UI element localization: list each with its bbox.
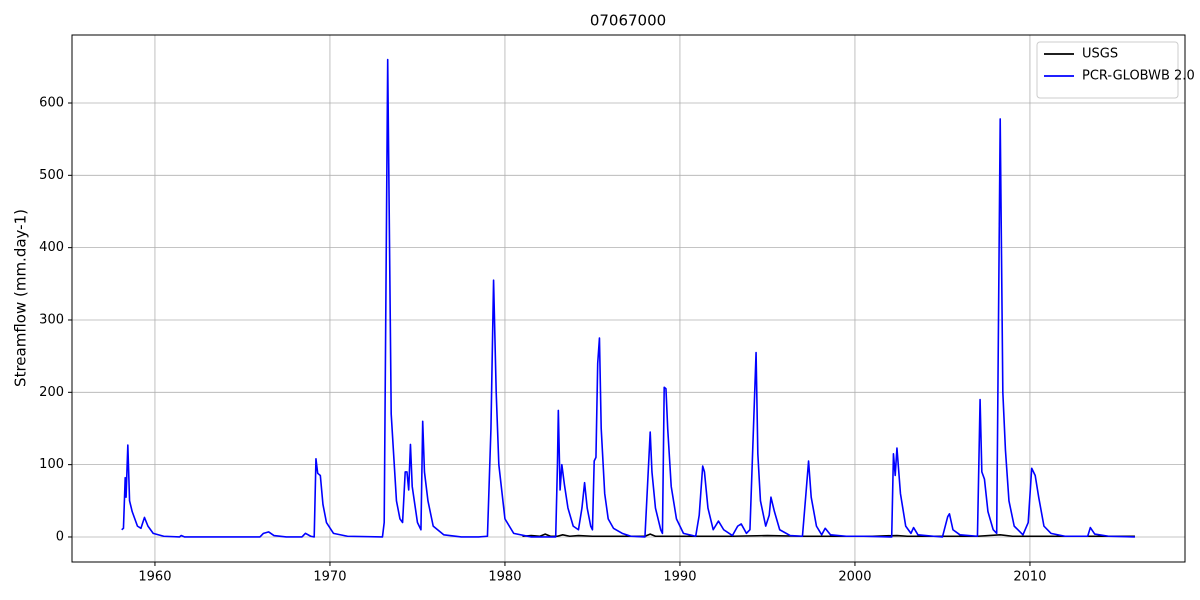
y-tick-label: 100 [39,457,64,472]
x-tick-label: 1970 [313,570,346,585]
legend-label: USGS [1082,47,1118,62]
legend-box [1036,41,1179,99]
series-line [522,533,1135,538]
y-axis-label: Streamflow (mm.day-1) [12,209,30,387]
x-tick-label: 2000 [838,570,871,585]
y-tick-label: 400 [39,240,64,255]
legend-label: PCR-GLOBWB 2.0 [1082,69,1195,84]
y-tick-label: 200 [39,385,64,400]
y-tick-label: 0 [56,529,64,544]
y-tick-label: 500 [39,168,64,183]
y-tick-label: 300 [39,312,64,327]
x-tick-label: 1990 [663,570,696,585]
x-tick-label: 1980 [488,570,521,585]
y-tick-label: 600 [39,95,64,110]
x-tick-label: 1960 [138,570,171,585]
series-line [121,58,1135,538]
plot-frame [71,34,1186,563]
chart-title: 07067000 [590,12,666,30]
x-tick-label: 2010 [1013,570,1046,585]
